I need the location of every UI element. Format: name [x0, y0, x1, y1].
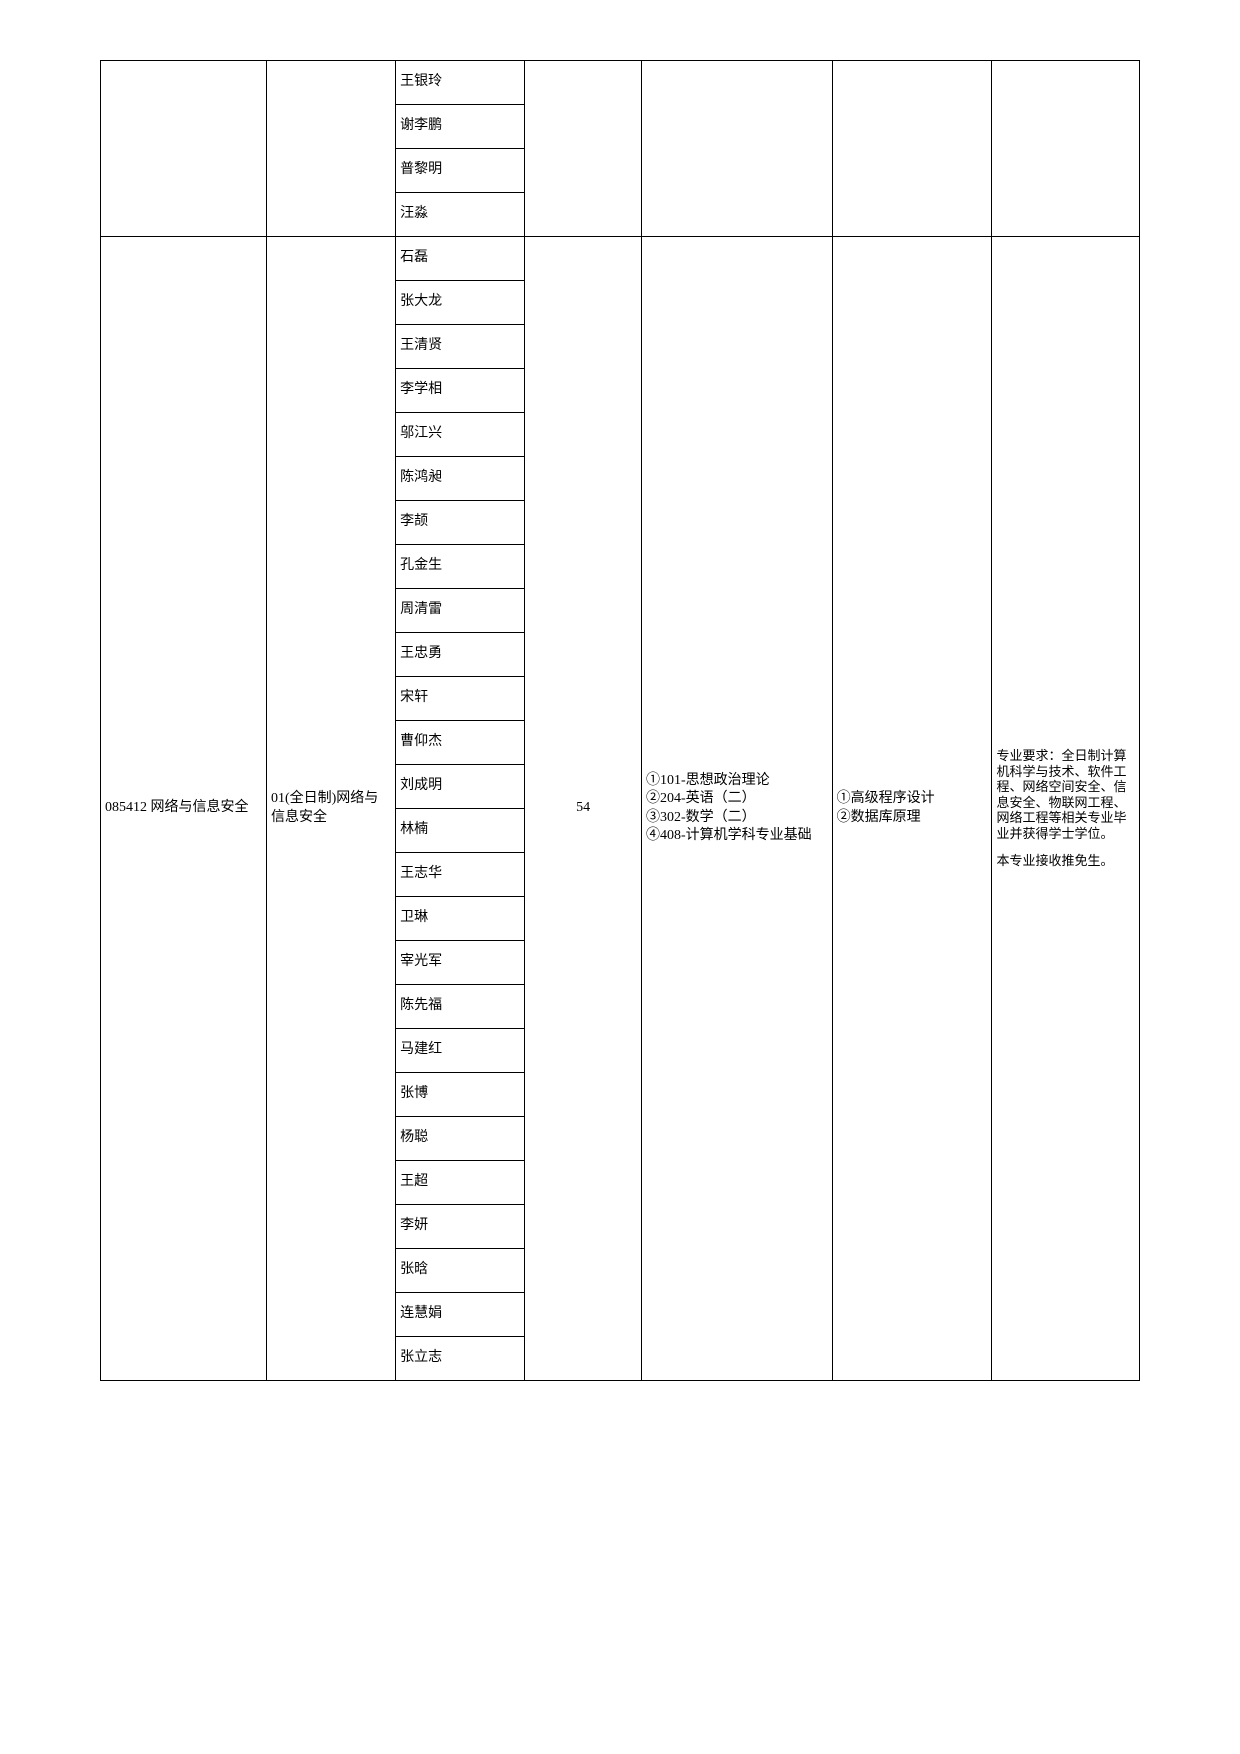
advisor-name: 邬江兴 — [396, 413, 525, 457]
direction-cell — [266, 61, 395, 237]
advisor-name: 林楠 — [396, 809, 525, 853]
advisor-name: 王志华 — [396, 853, 525, 897]
exam-subjects-cell: ①101-思想政治理论 ②204-英语（二） ③302-数学（二） ④408-计… — [642, 237, 833, 1381]
advisor-name: 王银玲 — [396, 61, 525, 105]
requirements-cell: 专业要求：全日制计算机科学与技术、软件工程、网络空间安全、信息安全、物联网工程、… — [992, 237, 1140, 1381]
advisor-name: 刘成明 — [396, 765, 525, 809]
advisor-name: 陈先福 — [396, 985, 525, 1029]
advisor-name: 卫琳 — [396, 897, 525, 941]
continuation-cell — [832, 61, 992, 237]
advisor-name: 李学相 — [396, 369, 525, 413]
advisor-name: 王清贤 — [396, 325, 525, 369]
requirements-text: 本专业接收推免生。 — [996, 853, 1135, 869]
advisor-name: 张立志 — [396, 1337, 525, 1381]
advisor-name: 马建红 — [396, 1029, 525, 1073]
requirements-text: 专业要求：全日制计算机科学与技术、软件工程、网络空间安全、信息安全、物联网工程、… — [996, 748, 1135, 842]
continuation-cell — [992, 61, 1140, 237]
continuation-cell — [642, 61, 833, 237]
advisor-name: 王超 — [396, 1161, 525, 1205]
advisor-name: 张博 — [396, 1073, 525, 1117]
advisor-name: 李颉 — [396, 501, 525, 545]
advisor-name: 杨聪 — [396, 1117, 525, 1161]
advisor-name: 王忠勇 — [396, 633, 525, 677]
advisor-name: 连慧娟 — [396, 1293, 525, 1337]
advisor-name: 张晗 — [396, 1249, 525, 1293]
advisor-name: 宋轩 — [396, 677, 525, 721]
advisor-name: 普黎明 — [396, 149, 525, 193]
table-row: 085412 网络与信息安全01(全日制)网络与信息安全石磊54①101-思想政… — [101, 237, 1140, 281]
major-code-cell: 085412 网络与信息安全 — [101, 237, 267, 1381]
advisor-name: 孔金生 — [396, 545, 525, 589]
major-code-cell — [101, 61, 267, 237]
retest-subjects-cell: ①高级程序设计 ②数据库原理 — [832, 237, 992, 1381]
advisor-name: 陈鸿昶 — [396, 457, 525, 501]
advisor-name: 谢李鹏 — [396, 105, 525, 149]
admission-table: 王银玲谢李鹏普黎明汪淼085412 网络与信息安全01(全日制)网络与信息安全石… — [100, 60, 1140, 1381]
advisor-name: 石磊 — [396, 237, 525, 281]
advisor-name: 李妍 — [396, 1205, 525, 1249]
advisor-name: 汪淼 — [396, 193, 525, 237]
advisor-name: 曹仰杰 — [396, 721, 525, 765]
advisor-name: 周清雷 — [396, 589, 525, 633]
advisor-name: 宰光军 — [396, 941, 525, 985]
direction-cell: 01(全日制)网络与信息安全 — [266, 237, 395, 1381]
continuation-cell — [525, 61, 642, 237]
advisor-name: 张大龙 — [396, 281, 525, 325]
quota-cell: 54 — [525, 237, 642, 1381]
table-row: 王银玲 — [101, 61, 1140, 105]
